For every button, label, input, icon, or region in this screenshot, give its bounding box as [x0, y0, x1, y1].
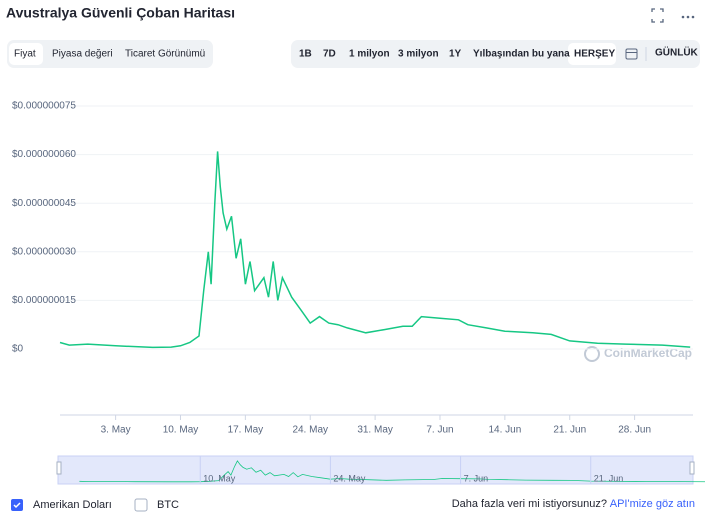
title: Avustralya Güvenli Çoban Haritası	[6, 5, 235, 21]
navigator[interactable]	[57, 455, 694, 485]
navigator-line	[79, 460, 705, 483]
calendar-icon[interactable]	[625, 48, 638, 60]
range-button[interactable]: 1 milyon	[349, 49, 390, 60]
interval-button[interactable]: GÜNLÜK	[655, 46, 699, 59]
tab[interactable]: Ticaret Görünümü	[125, 49, 205, 60]
y-tick-label: $0.000000015	[12, 295, 76, 306]
navigator-tick-label: 24. May	[333, 473, 366, 483]
y-tick-label: $0.000000030	[12, 246, 76, 257]
legend-label[interactable]: Amerikan Doları	[33, 499, 112, 511]
x-tick-label: 7. Jun	[426, 425, 453, 436]
range-active	[568, 43, 616, 65]
x-tick-label: 31. May	[357, 425, 393, 436]
navigator-tick-label: 21. Jun	[594, 473, 624, 483]
navigator-handle[interactable]	[56, 461, 62, 475]
range-button[interactable]: HERŞEY	[574, 49, 615, 60]
x-tick-label: 10. May	[163, 425, 199, 436]
price-line	[59, 151, 691, 349]
y-tick-label: $0.000000060	[12, 149, 76, 160]
fullscreen-icon[interactable]	[651, 8, 664, 23]
checkbox[interactable]	[134, 498, 148, 512]
x-tick-label: 28. Jun	[618, 425, 651, 436]
range-button[interactable]: 1B	[299, 49, 312, 60]
more-data: Daha fazla veri mi istiyorsunuz?	[452, 498, 607, 510]
y-tick-label: $0.000000075	[12, 101, 76, 112]
x-tick-label: 24. May	[292, 425, 328, 436]
legend-label[interactable]: BTC	[157, 499, 179, 511]
navigator-tick-label: 7. Jun	[464, 473, 489, 483]
tab-group	[7, 40, 213, 68]
watermark-logo	[584, 346, 600, 362]
range-button[interactable]: 1Y	[449, 49, 462, 60]
y-tick-label: $0.000000045	[12, 198, 76, 209]
range-button[interactable]: 3 milyon	[398, 49, 439, 60]
y-tick-label: $0	[12, 344, 24, 355]
range-button[interactable]: 7D	[323, 49, 336, 60]
x-tick-label: 14. Jun	[488, 425, 521, 436]
watermark: CoinMarketCap	[604, 346, 692, 360]
x-tick-label: 17. May	[228, 425, 264, 436]
tab-active	[9, 43, 43, 65]
tab[interactable]: Piyasa değeri	[52, 49, 113, 60]
more-icon[interactable]	[681, 15, 695, 19]
x-tick-label: 21. Jun	[553, 425, 586, 436]
navigator-handle[interactable]	[689, 461, 695, 475]
api-link[interactable]: API'mize göz atın	[610, 498, 695, 510]
navigator-tick-label: 10. May	[203, 473, 236, 483]
tab[interactable]: Fiyat	[14, 49, 36, 60]
range-button[interactable]: Yılbaşından bu yana	[473, 49, 570, 60]
x-tick-label: 3. May	[101, 425, 131, 436]
